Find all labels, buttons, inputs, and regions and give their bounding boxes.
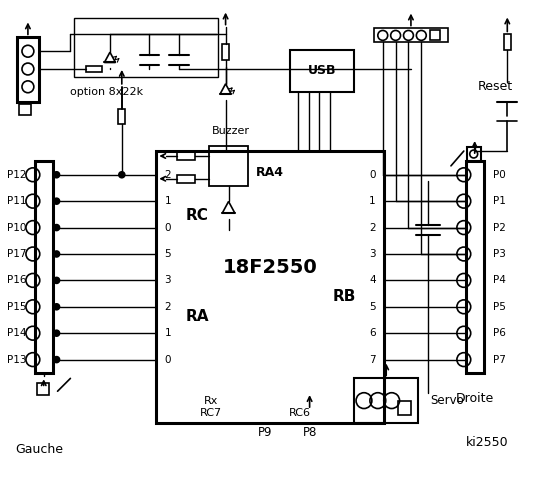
Circle shape	[54, 172, 60, 178]
Text: Servo: Servo	[430, 394, 464, 407]
Bar	[430, 30, 440, 40]
Text: 2: 2	[164, 302, 171, 312]
Bar	[222, 44, 229, 60]
Circle shape	[54, 198, 60, 204]
Text: RC6: RC6	[289, 408, 311, 418]
Bar	[290, 50, 354, 92]
Text: P9: P9	[258, 426, 273, 439]
Text: P6: P6	[493, 328, 506, 338]
Bar	[177, 175, 195, 183]
Text: 0: 0	[164, 223, 171, 233]
Text: 0: 0	[369, 170, 376, 180]
Text: P8: P8	[302, 426, 317, 439]
Text: P16: P16	[7, 276, 27, 286]
Bar	[504, 35, 511, 50]
Bar	[19, 104, 31, 116]
Text: P10: P10	[7, 223, 27, 233]
Text: 18F2550: 18F2550	[223, 258, 317, 276]
Bar	[354, 378, 418, 423]
Bar	[177, 152, 195, 160]
Text: option 8x22k: option 8x22k	[70, 87, 144, 97]
Bar	[118, 108, 126, 124]
Circle shape	[54, 225, 60, 230]
Bar	[209, 146, 248, 186]
Polygon shape	[222, 202, 235, 213]
Text: P2: P2	[493, 223, 506, 233]
Text: 2: 2	[164, 170, 171, 180]
Bar	[37, 384, 49, 395]
Text: Buzzer: Buzzer	[212, 126, 249, 136]
Text: 4: 4	[369, 276, 376, 286]
Text: 1: 1	[369, 196, 376, 206]
Text: Gauche: Gauche	[15, 443, 63, 456]
Bar	[35, 161, 53, 373]
Text: 5: 5	[164, 249, 171, 259]
Text: P13: P13	[7, 355, 27, 365]
Text: RC7: RC7	[200, 408, 222, 418]
Polygon shape	[220, 84, 231, 94]
Text: P14: P14	[7, 328, 27, 338]
Text: RC: RC	[186, 208, 209, 223]
Bar	[398, 401, 411, 415]
Text: P17: P17	[7, 249, 27, 259]
Text: P3: P3	[493, 249, 506, 259]
Text: P4: P4	[493, 276, 506, 286]
Circle shape	[54, 304, 60, 310]
Text: P11: P11	[7, 196, 27, 206]
Text: P1: P1	[493, 196, 506, 206]
Bar	[156, 151, 384, 423]
Text: P12: P12	[7, 170, 27, 180]
Text: RA4: RA4	[256, 166, 284, 180]
Text: Droite: Droite	[456, 392, 494, 405]
Text: RB: RB	[333, 289, 356, 304]
Circle shape	[119, 172, 125, 178]
Circle shape	[54, 357, 60, 362]
Circle shape	[54, 277, 60, 283]
Text: 7: 7	[369, 355, 376, 365]
Text: P15: P15	[7, 302, 27, 312]
Bar	[467, 147, 481, 161]
Text: 3: 3	[369, 249, 376, 259]
Bar	[374, 28, 448, 42]
Bar	[74, 18, 218, 77]
Text: ki2550: ki2550	[466, 436, 509, 449]
Text: 5: 5	[369, 302, 376, 312]
Text: USB: USB	[307, 64, 336, 77]
Bar	[466, 161, 483, 373]
Text: 3: 3	[164, 276, 171, 286]
Text: Rx: Rx	[204, 396, 218, 406]
Circle shape	[54, 251, 60, 257]
Text: 0: 0	[164, 355, 171, 365]
Bar	[86, 66, 102, 72]
Text: 1: 1	[164, 328, 171, 338]
Text: 2: 2	[369, 223, 376, 233]
Text: P0: P0	[493, 170, 506, 180]
Bar	[17, 37, 39, 102]
Text: 1: 1	[164, 196, 171, 206]
Text: RA: RA	[186, 309, 210, 324]
Text: 6: 6	[369, 328, 376, 338]
Circle shape	[54, 330, 60, 336]
Text: P5: P5	[493, 302, 506, 312]
Text: P7: P7	[493, 355, 506, 365]
Text: Reset: Reset	[478, 80, 513, 93]
Polygon shape	[105, 52, 116, 62]
